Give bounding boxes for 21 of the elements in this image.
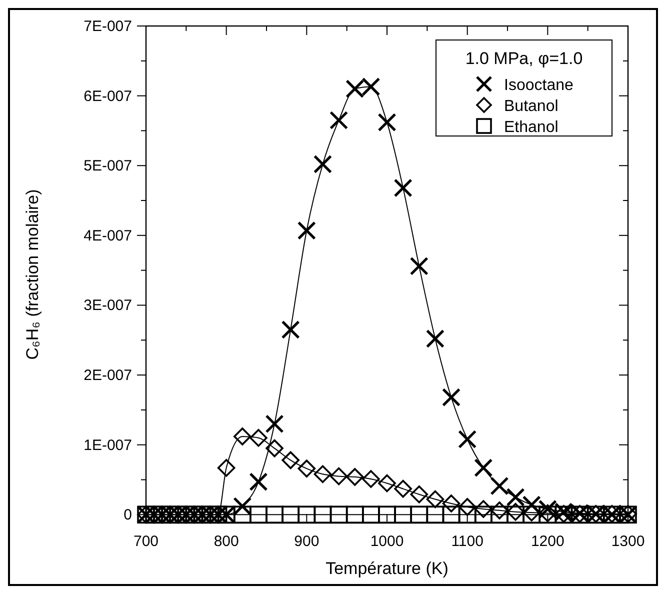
legend-label: Isooctane — [504, 77, 574, 94]
y-tick-label: 7E-007 — [84, 18, 132, 35]
y-axis-title: C₆H₆ (fraction molaire) — [23, 189, 42, 360]
x-tick-label: 1300 — [611, 533, 645, 550]
legend-label: Ethanol — [504, 119, 558, 136]
y-tick-label: 6E-007 — [84, 88, 132, 105]
x-tick-label: 1200 — [530, 533, 564, 550]
x-tick-label: 1000 — [370, 533, 404, 550]
legend-label: Butanol — [504, 98, 558, 115]
x-tick-label: 700 — [133, 533, 159, 550]
x-axis-title: Température (K) — [326, 559, 448, 578]
x-tick-label: 900 — [294, 533, 320, 550]
y-tick-label: 1E-007 — [84, 436, 132, 454]
y-tick-label: 4E-007 — [84, 227, 132, 244]
x-tick-label: 800 — [214, 533, 239, 550]
y-tick-label: 3E-007 — [84, 297, 132, 314]
y-tick-label: 0 — [124, 506, 132, 524]
y-tick-label: 5E-007 — [84, 158, 132, 175]
x-tick-label: 1100 — [451, 533, 484, 550]
y-tick-label: 2E-007 — [84, 367, 132, 384]
legend-title: 1.0 MPa, φ=1.0 — [465, 49, 583, 68]
